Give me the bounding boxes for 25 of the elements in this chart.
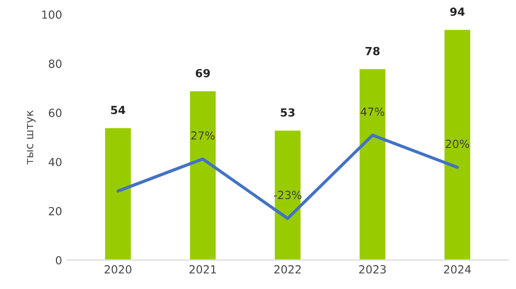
x-tick-label: 2022	[274, 265, 301, 274]
bar	[358, 68, 387, 260]
y-tick-label: 60	[48, 108, 62, 118]
x-tick-label: 2023	[359, 265, 386, 274]
data-label: 54	[111, 106, 126, 114]
data-label: 27%	[191, 131, 215, 140]
bar	[273, 129, 302, 260]
y-tick-label: 0	[56, 256, 62, 264]
data-label: 78	[366, 46, 380, 56]
data-label: 94	[450, 8, 465, 16]
x-tick-label: 2020	[104, 265, 132, 274]
data-label: 53	[280, 108, 295, 117]
bar	[443, 28, 472, 260]
data-label: 47%	[360, 108, 384, 116]
data-label: 20%	[446, 140, 470, 148]
y-tick-label: 40	[48, 158, 62, 166]
x-tick-label: 2024	[444, 265, 471, 274]
bar	[188, 90, 218, 260]
y-axis-title: тыс штук	[26, 110, 36, 164]
x-tick-label: 2021	[190, 265, 216, 274]
y-tick-label: 80	[48, 60, 62, 68]
y-tick-label: 100	[42, 10, 62, 19]
bar	[104, 126, 132, 260]
data-label: 69	[196, 68, 210, 78]
y-tick-label: 20	[48, 206, 62, 216]
